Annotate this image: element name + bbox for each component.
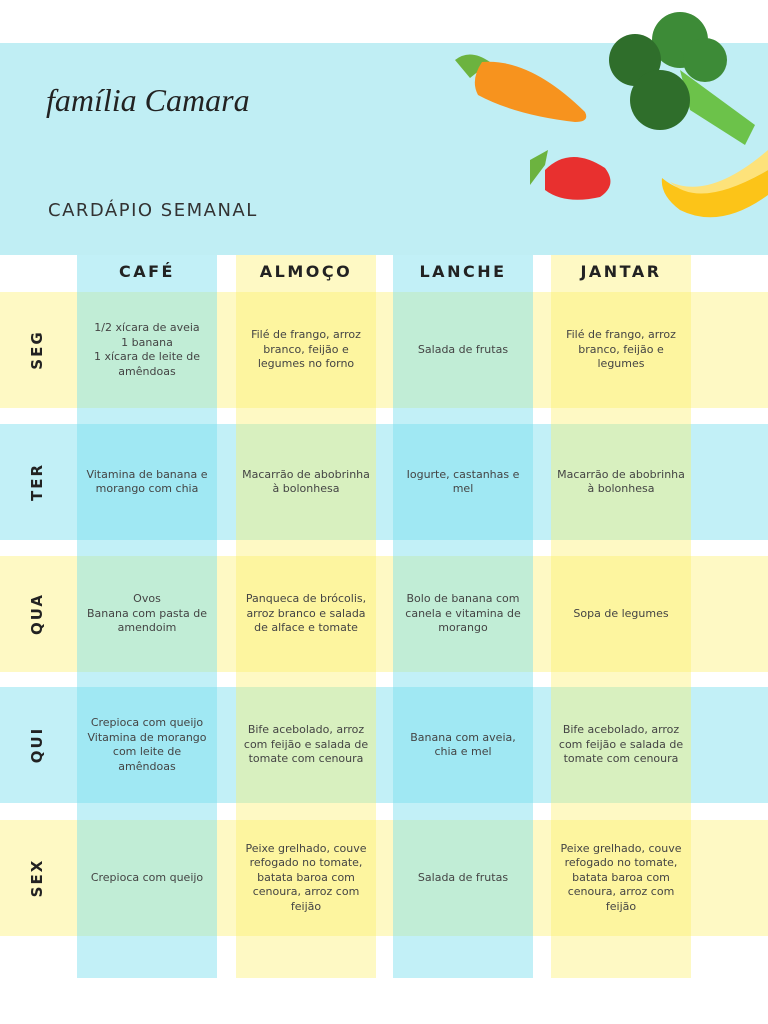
menu-cell: Sopa de legumes	[573, 606, 669, 620]
column-band	[77, 255, 217, 978]
menu-cell: Filé de frango, arroz branco, feijão e l…	[251, 328, 361, 371]
day-label: SEG	[28, 330, 46, 370]
row-band	[0, 424, 768, 540]
row-band	[0, 292, 768, 408]
menu-cell: 1/2 xícara de aveia 1 banana 1 xícara de…	[93, 321, 201, 378]
column-band	[551, 255, 691, 978]
menu-cell: Peixe grelhado, couve refogado no tomate…	[560, 841, 682, 913]
column-header: JANTAR	[580, 262, 662, 281]
row-band	[0, 820, 768, 936]
menu-cell: Crepioca com queijo Vitamina de morango …	[87, 716, 207, 773]
day-label: SEX	[28, 858, 46, 898]
menu-cell: Banana com aveia, chia e mel	[410, 730, 516, 759]
menu-cell: Salada de frutas	[417, 342, 509, 356]
day-label: QUA	[28, 592, 46, 636]
day-label: QUI	[28, 726, 46, 764]
strawberry	[530, 150, 611, 200]
menu-cell: Panqueca de brócolis, arroz branco e sal…	[245, 592, 367, 635]
column-band	[393, 255, 533, 978]
title: família Camara	[46, 82, 250, 118]
row-band	[0, 556, 768, 672]
menu-cell: Salada de frutas	[417, 870, 509, 884]
menu-cell: Bife acebolado, arroz com feijão e salad…	[243, 723, 369, 766]
menu-cell: Filé de frango, arroz branco, feijão e l…	[566, 328, 676, 371]
day-label: TER	[28, 462, 46, 502]
food-icons	[455, 12, 768, 218]
row-band	[0, 687, 768, 803]
menu-cell: Iogurte, castanhas e mel	[406, 467, 520, 496]
menu-cell: Ovos Banana com pasta de amendoim	[87, 592, 207, 635]
column-header: LANCHE	[419, 262, 507, 281]
carrot	[455, 54, 587, 122]
column-header: ALMOÇO	[259, 262, 353, 281]
menu-cell: Crepioca com queijo	[90, 870, 204, 884]
column-band	[236, 255, 376, 978]
column-header: CAFÉ	[119, 262, 175, 281]
menu-cell: Vitamina de banana e morango com chia	[86, 467, 208, 496]
broccoli	[609, 12, 755, 145]
menu-cell: Macarrão de abobrinha à bolonhesa	[242, 467, 370, 496]
menu-cell: Bolo de banana com canela e vitamina de …	[405, 592, 521, 635]
menu-cell: Bife acebolado, arroz com feijão e salad…	[558, 723, 684, 766]
banana	[661, 150, 768, 218]
subtitle: CARDÁPIO SEMANAL	[48, 200, 258, 221]
menu-cell: Macarrão de abobrinha à bolonhesa	[557, 467, 685, 496]
menu-cell: Peixe grelhado, couve refogado no tomate…	[245, 841, 367, 913]
